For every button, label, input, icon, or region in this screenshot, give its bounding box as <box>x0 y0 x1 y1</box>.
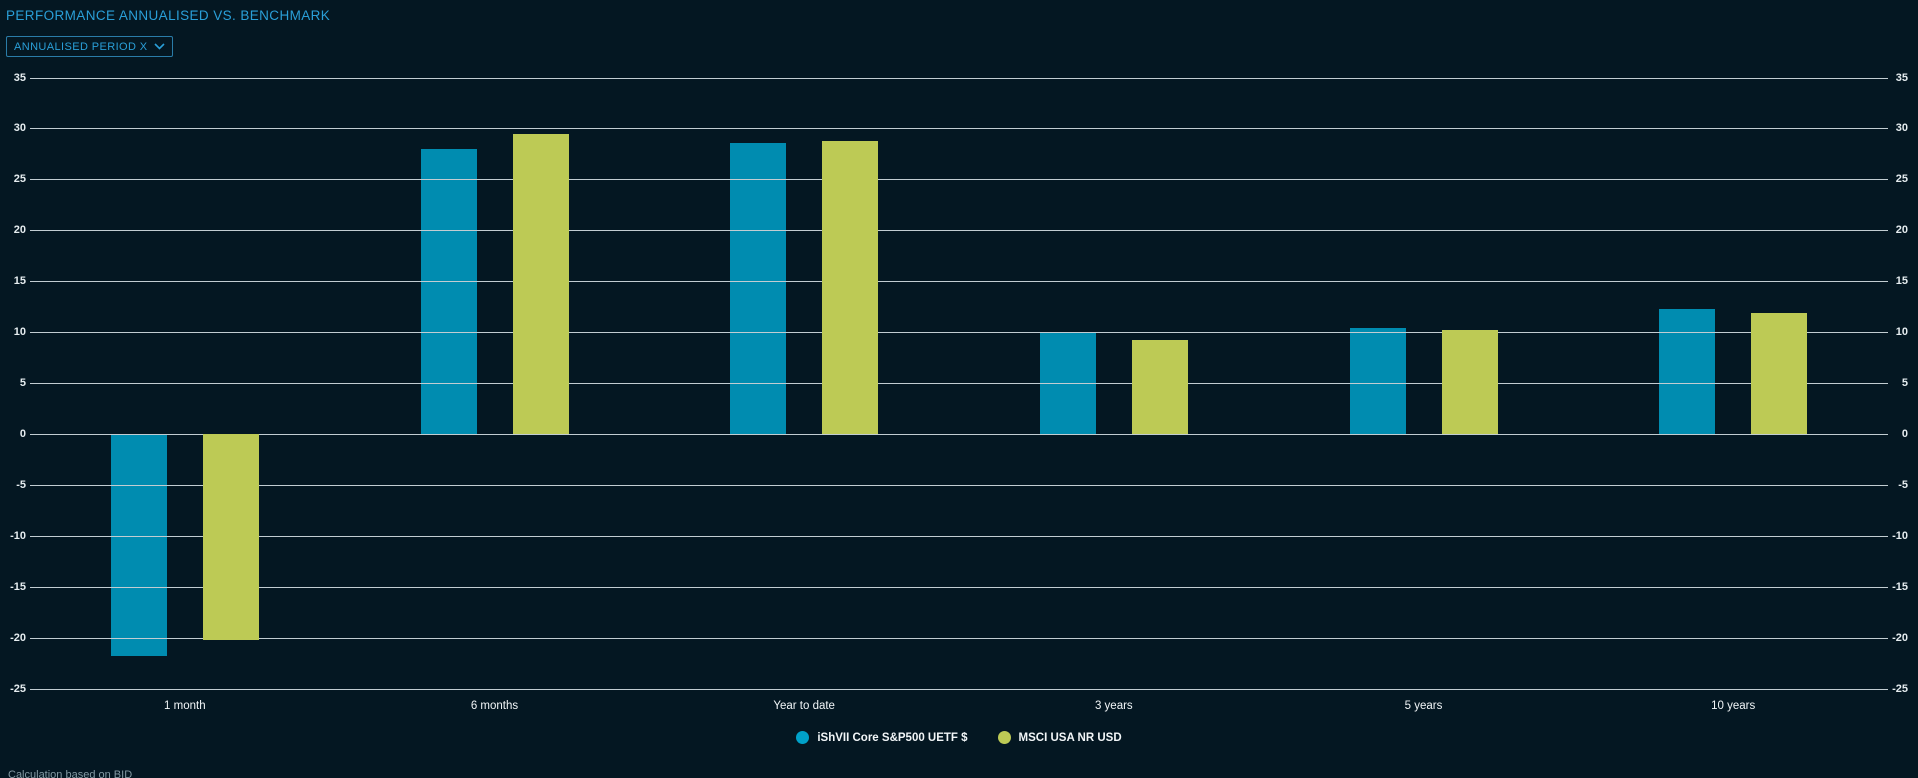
x-axis-label: 10 years <box>1711 699 1756 712</box>
y-axis-tick-right: -15 <box>1892 580 1908 593</box>
x-axis-label: 5 years <box>1404 699 1443 712</box>
x-axis-label: Year to date <box>773 699 835 712</box>
bar-10-years-series-1[interactable] <box>1751 312 1808 434</box>
gridline <box>30 586 1888 588</box>
gridline <box>30 332 1888 334</box>
gridline <box>30 179 1888 181</box>
bar-5-years-series-1[interactable] <box>1441 330 1498 434</box>
bar-1-month-series-0[interactable] <box>110 433 167 656</box>
bar-year-to-date-series-1[interactable] <box>822 140 879 434</box>
bar-5-years-series-0[interactable] <box>1349 328 1406 434</box>
y-axis-tick-left: 35 <box>13 71 26 84</box>
gridline <box>30 383 1888 384</box>
y-axis-tick-left: 25 <box>13 173 26 186</box>
bar-6-months-series-1[interactable] <box>512 133 569 434</box>
gridline <box>30 637 1888 639</box>
bar-3-years-series-1[interactable] <box>1131 340 1188 434</box>
legend-item-series-0[interactable]: iShVII Core S&P500 UETF $ <box>796 731 968 744</box>
legend-label: MSCI USA NR USD <box>1018 731 1122 744</box>
y-axis-tick-right: -25 <box>1892 682 1908 695</box>
y-axis-tick-left: 20 <box>13 224 26 237</box>
y-axis-tick-left: 15 <box>13 275 26 288</box>
y-axis-tick-left: -5 <box>16 478 26 491</box>
x-axis-label: 6 months <box>470 699 519 712</box>
x-axis-label: 3 years <box>1094 699 1133 712</box>
y-axis-tick-right: 10 <box>1895 326 1908 339</box>
annualised-period-dropdown[interactable]: ANNUALISED PERIOD X <box>6 36 173 57</box>
y-axis-tick-left: -25 <box>10 682 26 695</box>
bar-1-month-series-1[interactable] <box>202 433 259 640</box>
y-axis-tick-right: 35 <box>1895 71 1908 84</box>
y-axis-tick-right: 20 <box>1895 224 1908 237</box>
y-axis-tick-left: -10 <box>10 529 26 542</box>
gridline <box>30 281 1888 283</box>
gridline <box>30 433 1888 435</box>
y-axis-tick-right: 5 <box>1901 377 1908 389</box>
y-axis-tick-right: -10 <box>1892 529 1908 542</box>
gridline <box>30 688 1888 690</box>
y-axis-tick-right: -20 <box>1892 631 1908 644</box>
gridline <box>30 230 1888 232</box>
x-axis-label: 1 month <box>164 699 206 712</box>
bar-year-to-date-series-0[interactable] <box>730 142 787 434</box>
y-axis-tick-left: 0 <box>19 427 26 440</box>
annualised-period-dropdown-label: ANNUALISED PERIOD X <box>14 40 148 53</box>
gridline <box>30 77 1888 79</box>
gridline <box>30 484 1888 486</box>
y-axis-tick-left: 30 <box>13 122 26 135</box>
y-axis-tick-right: -5 <box>1898 478 1908 491</box>
legend-label: iShVII Core S&P500 UETF $ <box>817 731 968 744</box>
legend-item-series-1[interactable]: MSCI USA NR USD <box>997 731 1122 744</box>
y-axis-tick-right: 25 <box>1895 173 1908 186</box>
page-title: PERFORMANCE ANNUALISED VS. BENCHMARK <box>6 8 331 23</box>
y-axis-tick-right: 30 <box>1895 122 1908 135</box>
bar-6-months-series-0[interactable] <box>420 148 477 434</box>
bar-3-years-series-0[interactable] <box>1039 332 1096 434</box>
gridline <box>30 535 1888 537</box>
legend-dot-icon <box>796 731 810 744</box>
gridline <box>30 128 1888 130</box>
y-axis-tick-right: 0 <box>1901 427 1908 440</box>
y-axis-tick-left: -20 <box>10 631 26 644</box>
y-axis-tick-left: -15 <box>10 580 26 593</box>
legend-dot-icon <box>997 731 1011 744</box>
chart-legend: iShVII Core S&P500 UETF $ MSCI USA NR USD <box>0 731 1918 744</box>
y-axis-tick-left: 5 <box>19 377 26 389</box>
chevron-down-icon <box>153 43 165 50</box>
footer-note: Calculation based on BID <box>8 769 133 778</box>
y-axis-tick-right: 15 <box>1895 275 1908 288</box>
bar-10-years-series-0[interactable] <box>1659 308 1716 434</box>
y-axis-tick-left: 10 <box>13 326 26 339</box>
